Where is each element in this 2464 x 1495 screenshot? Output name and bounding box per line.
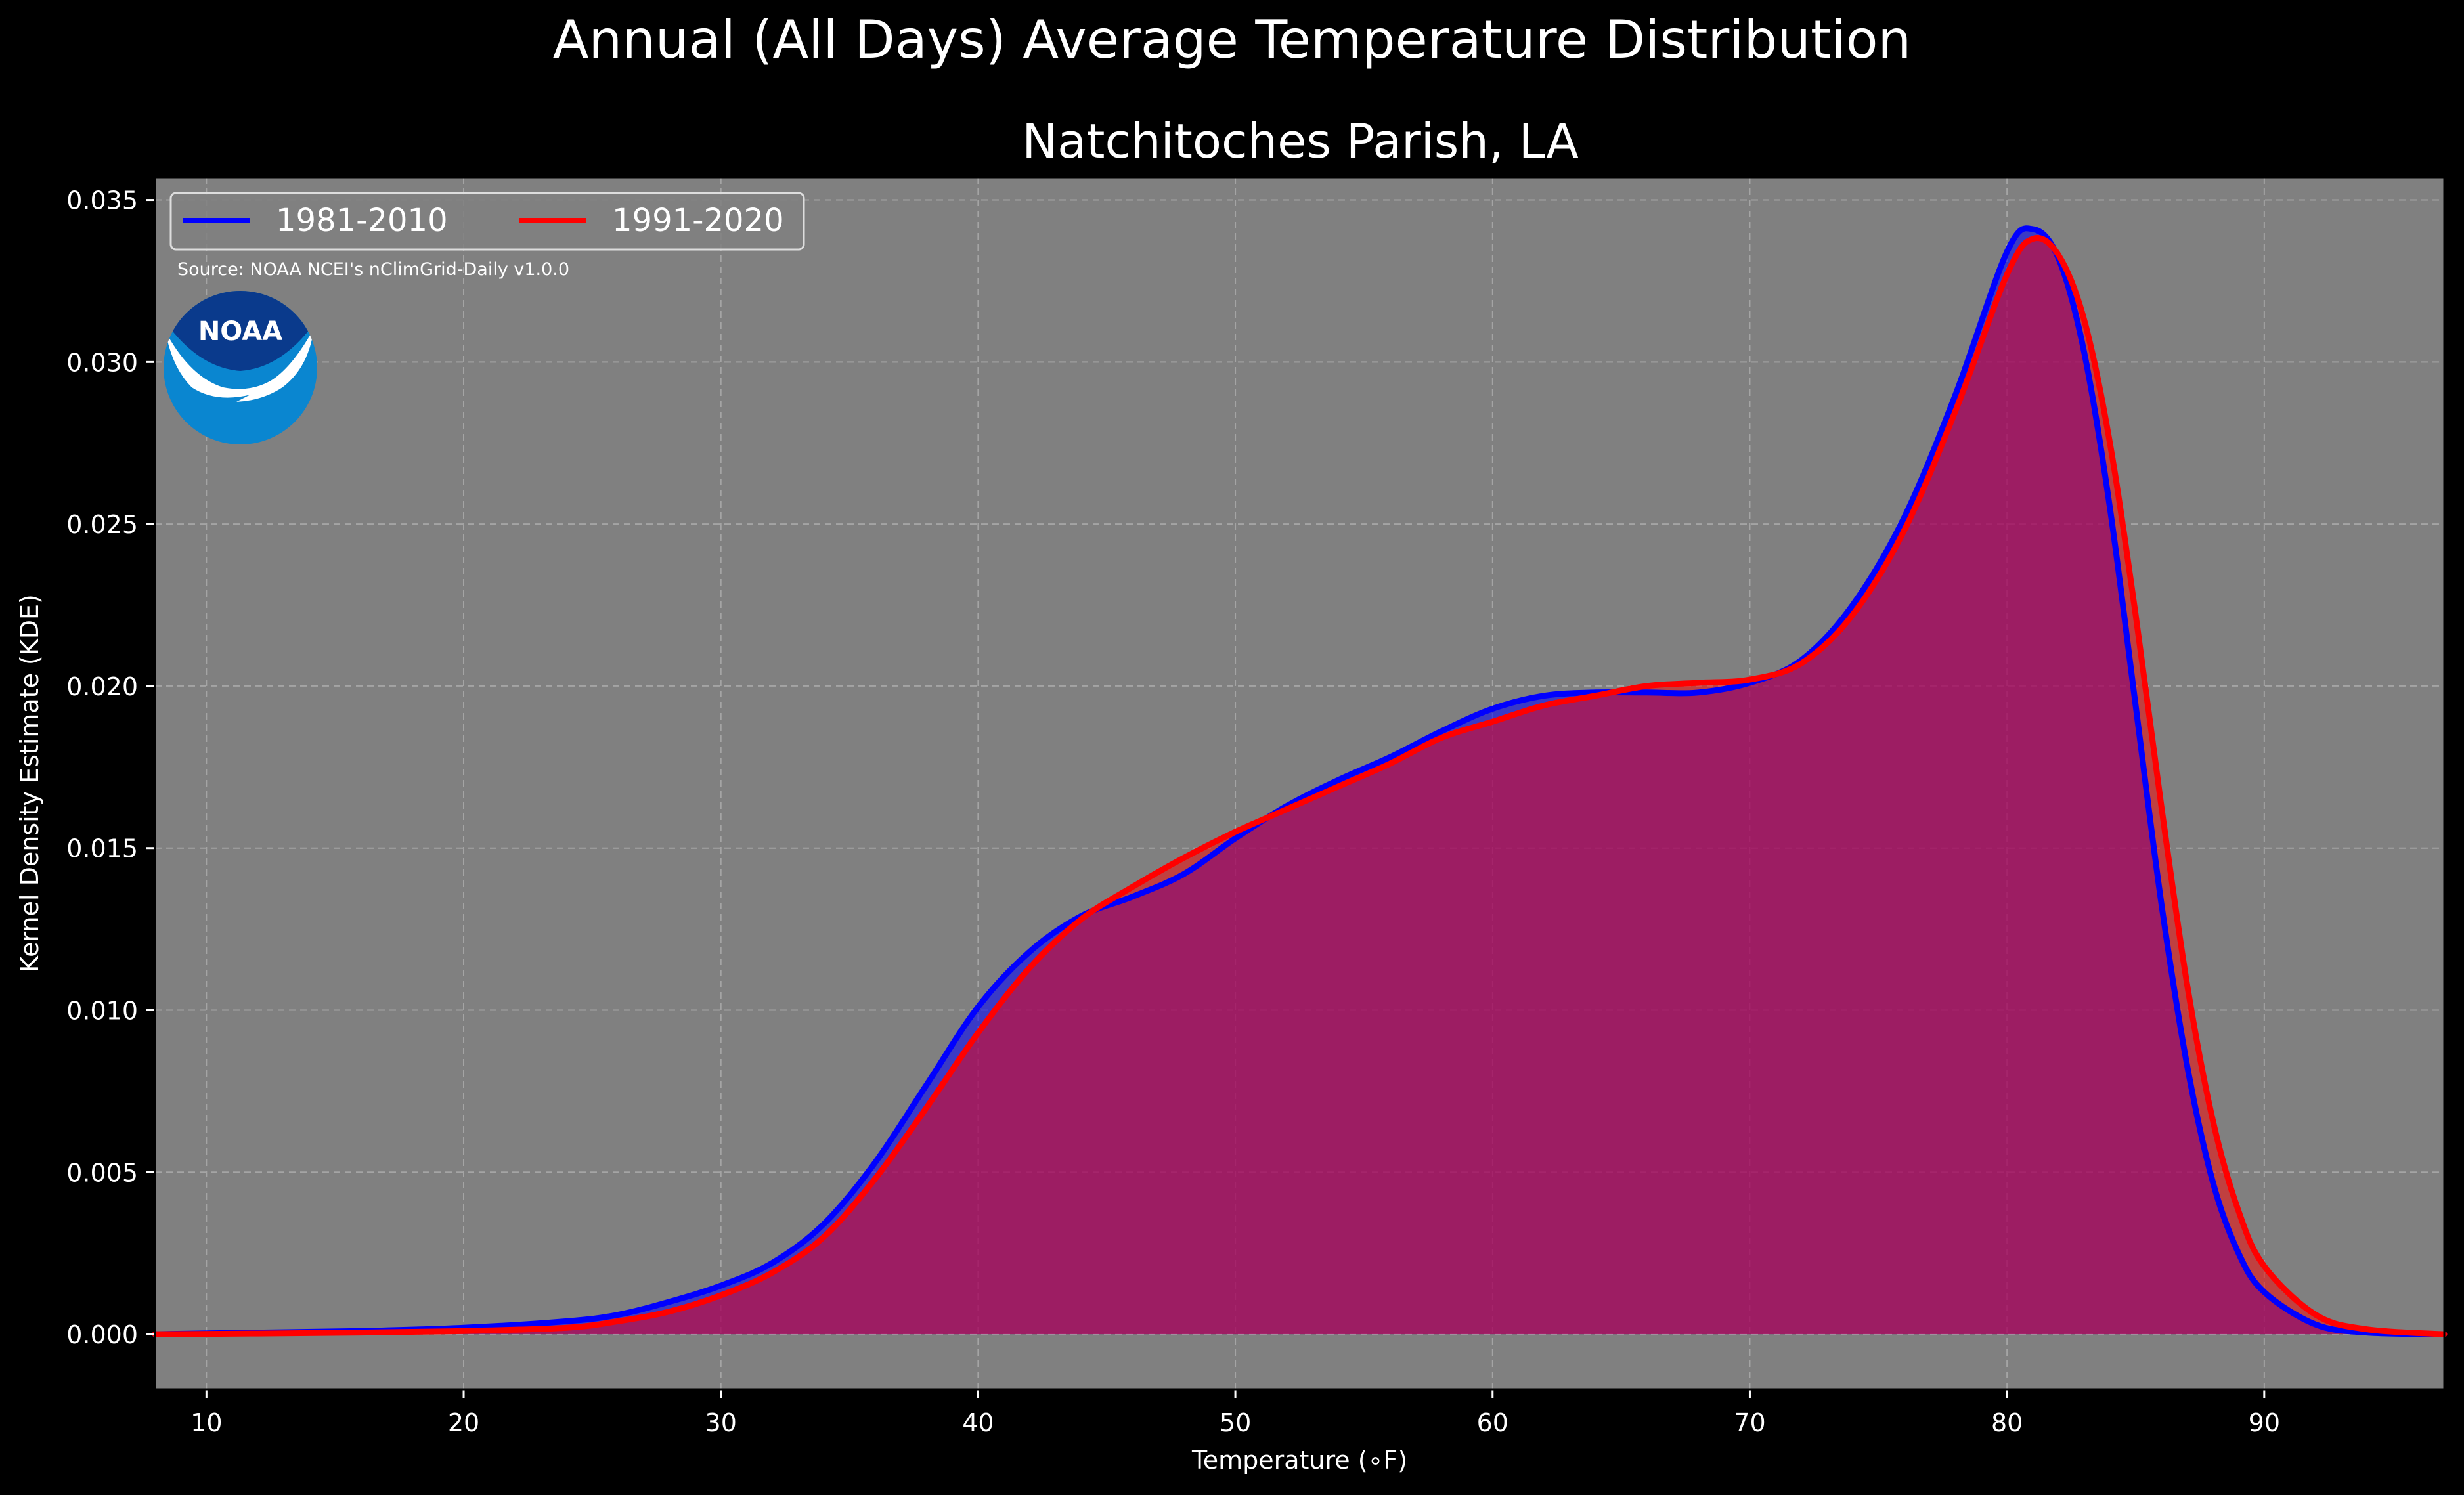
x-tick-label: 80 — [1991, 1408, 2023, 1437]
x-tick-label: 20 — [448, 1408, 479, 1437]
x-axis-label: Temperature (∘F) — [1191, 1446, 1407, 1475]
y-tick-label: 0.000 — [66, 1320, 138, 1349]
legend: 1981-2010 1991-2020 — [169, 192, 805, 251]
series-line-1991-2020 — [152, 235, 2448, 1337]
chart-title: Natchitoches Parish, LA — [1022, 114, 1578, 169]
y-tick-label: 0.005 — [66, 1158, 138, 1187]
noaa-logo: NOAA — [164, 291, 317, 444]
x-tick-label: 90 — [2249, 1408, 2280, 1437]
source-note: Source: NOAA NCEI's nClimGrid-Daily v1.0… — [177, 259, 569, 280]
noaa-logo-text: NOAA — [198, 316, 282, 347]
y-tick-label: 0.035 — [66, 186, 138, 215]
x-tick-label: 10 — [190, 1408, 222, 1437]
y-tick-label: 0.030 — [66, 348, 138, 377]
plot-frame — [154, 176, 2446, 1391]
x-tick-label: 60 — [1477, 1408, 1508, 1437]
series-line-1981-2010 — [152, 225, 2448, 1337]
x-tick-label: 40 — [962, 1408, 994, 1437]
legend-label-1991-2020: 1991-2020 — [612, 202, 784, 239]
y-tick-label: 0.020 — [66, 672, 138, 701]
axes: 10 20 30 40 50 60 70 80 90 0.000 0.005 0.010 0.015 0.… — [66, 176, 2446, 1437]
series-area-1991-2020 — [155, 238, 2444, 1335]
x-tick-label: 50 — [1220, 1408, 1251, 1437]
series-fills — [155, 228, 2444, 1335]
chart-suptitle: Annual (All Days) Average Temperature Di… — [553, 9, 1911, 70]
y-tick-label: 0.025 — [66, 510, 138, 539]
x-tick-label: 70 — [1734, 1408, 1765, 1437]
y-tick-label: 0.015 — [66, 834, 138, 863]
series-lines — [152, 225, 2448, 1337]
legend-box — [169, 192, 805, 251]
legend-label-1981-2010: 1981-2010 — [276, 202, 448, 239]
noaa-gull-icon — [165, 328, 314, 402]
x-tick-label: 30 — [705, 1408, 737, 1437]
y-tick-label: 0.010 — [66, 997, 138, 1026]
y-axis-label: Kernel Density Estimate (KDE) — [15, 594, 44, 972]
